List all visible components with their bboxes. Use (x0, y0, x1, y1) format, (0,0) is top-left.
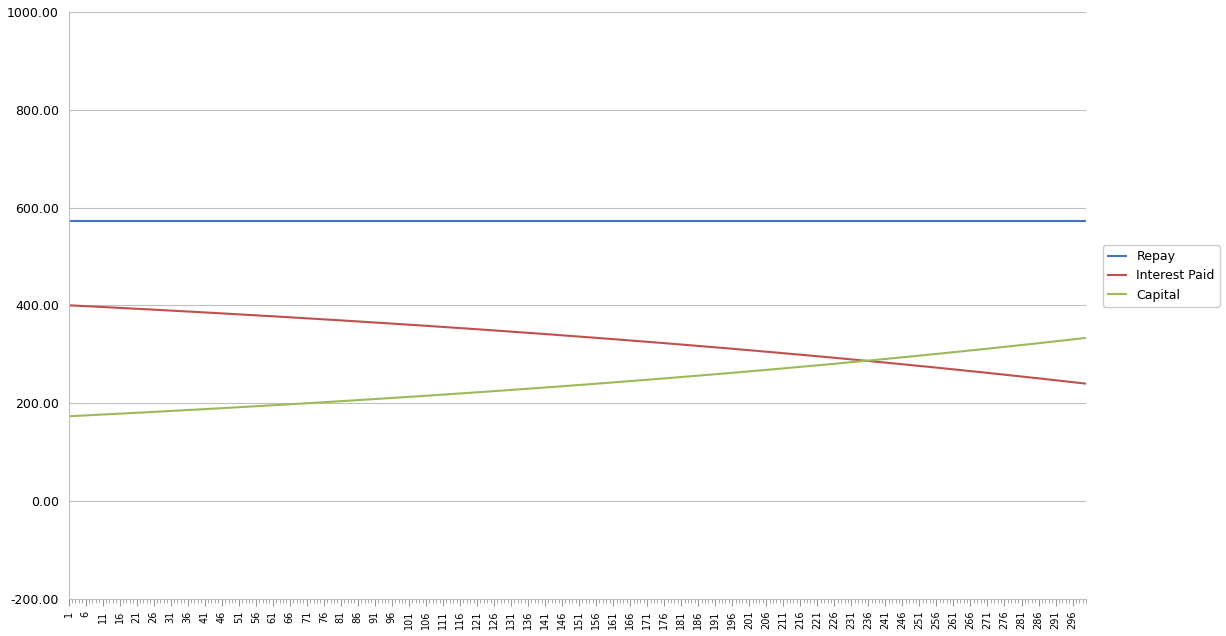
Capital (918, 351, 933, 359)
Capital (1079, 334, 1094, 342)
Legend: Repay, Interest Paid, Capital: Repay, Interest Paid, Capital (1102, 245, 1220, 307)
Repay (61, 217, 76, 225)
Interest Paid (918, 363, 933, 370)
Repay (1079, 217, 1094, 225)
Interest Paid (663, 340, 678, 347)
Line: Interest Paid: Interest Paid (69, 305, 1086, 384)
Interest Paid (667, 340, 682, 348)
Repay (663, 217, 678, 225)
Capital (684, 373, 699, 380)
Interest Paid (65, 301, 80, 309)
Repay (667, 217, 682, 225)
Repay (65, 217, 80, 225)
Capital (983, 345, 998, 352)
Repay (983, 217, 998, 225)
Interest Paid (983, 370, 998, 377)
Interest Paid (1079, 380, 1094, 387)
Line: Capital: Capital (69, 338, 1086, 417)
Interest Paid (684, 342, 699, 349)
Capital (61, 413, 76, 420)
Capital (65, 412, 80, 420)
Repay (918, 217, 933, 225)
Capital (663, 374, 678, 382)
Interest Paid (61, 301, 76, 309)
Repay (684, 217, 699, 225)
Capital (667, 374, 682, 382)
